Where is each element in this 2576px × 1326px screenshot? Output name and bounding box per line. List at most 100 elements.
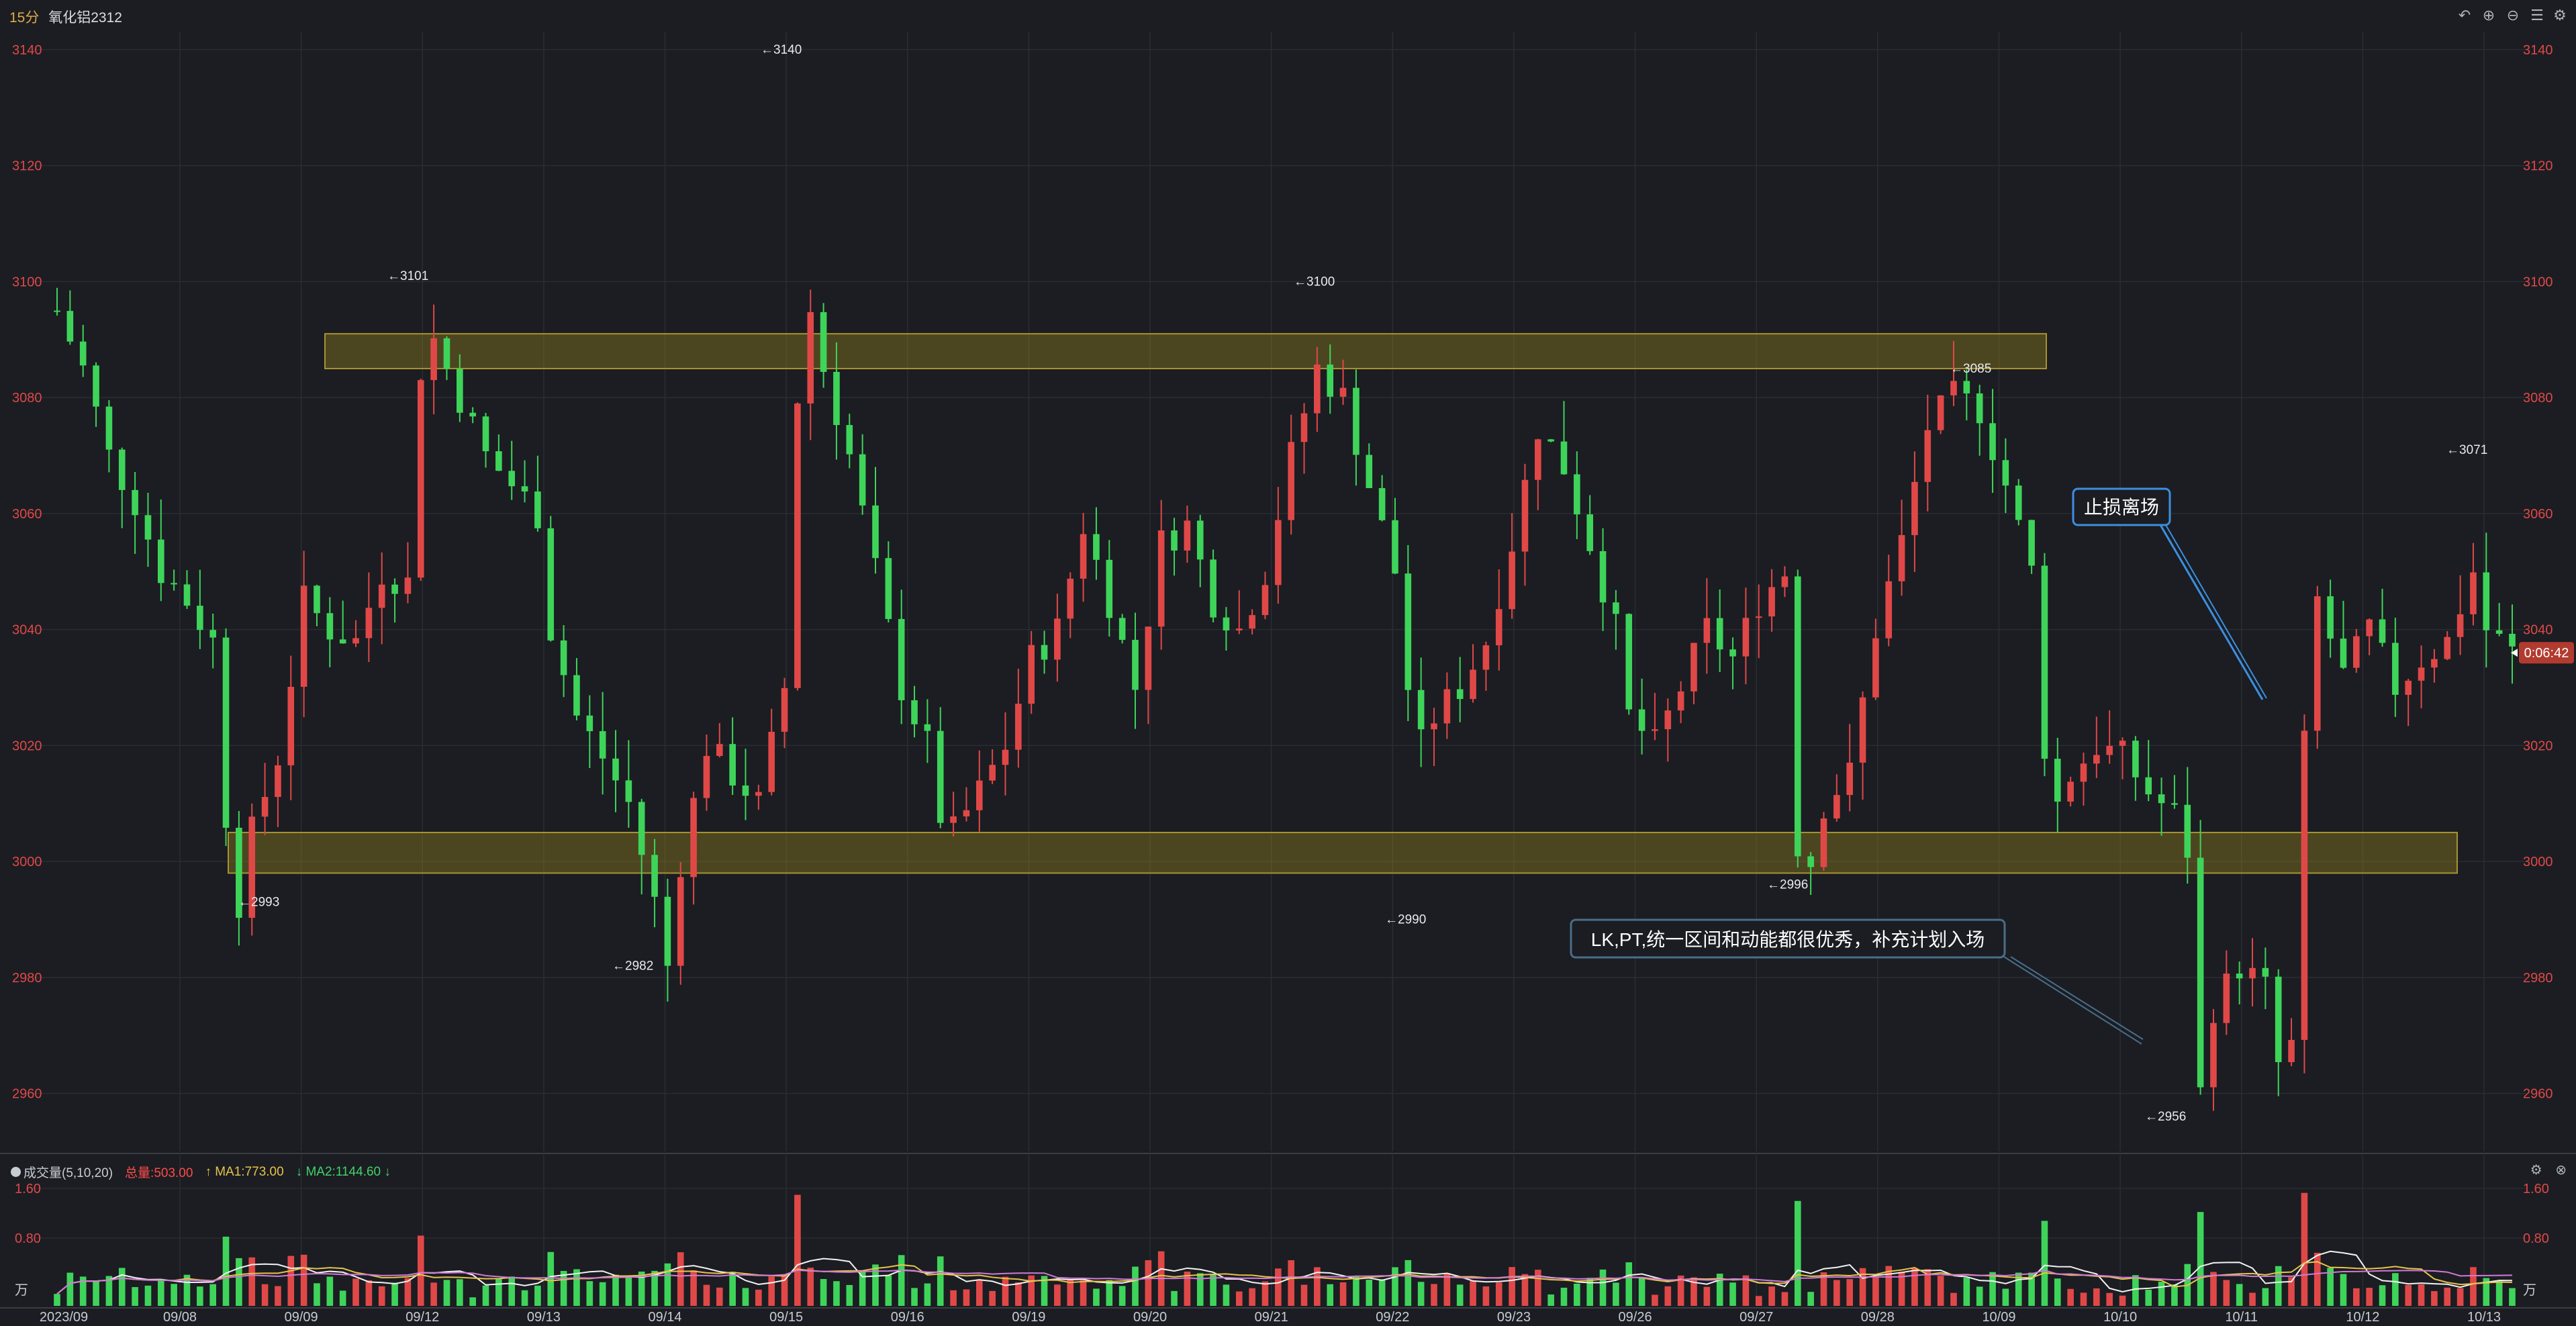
- candle-body: [2171, 803, 2178, 805]
- volume-bar: [314, 1283, 320, 1306]
- volume-bar: [171, 1284, 177, 1306]
- gear-icon[interactable]: ⚙: [2553, 7, 2567, 23]
- candle: [404, 542, 412, 604]
- candle: [989, 749, 996, 784]
- volume-bar: [2470, 1267, 2477, 1306]
- volume-tick-label-right: 1.60: [2523, 1182, 2549, 1196]
- volume-bar: [1781, 1292, 1788, 1306]
- candle-body: [1534, 439, 1541, 480]
- volume-bar: [2028, 1272, 2035, 1306]
- volume-bar: [2418, 1284, 2425, 1306]
- volume-title-wrap[interactable]: 成交量(5,10,20): [11, 1163, 113, 1181]
- candle: [547, 516, 555, 642]
- candle: [2313, 585, 2321, 749]
- zoom-in-icon[interactable]: ⊕: [2482, 7, 2495, 23]
- volume-bar: [1288, 1260, 1294, 1306]
- volume-bar: [1067, 1280, 1074, 1306]
- volume-bar: [2171, 1284, 2178, 1306]
- candle-body: [1677, 691, 1684, 711]
- candle-body: [1080, 534, 1087, 579]
- candle: [1989, 389, 1996, 493]
- candle-body: [1106, 559, 1113, 618]
- volume-bar: [1690, 1277, 1697, 1306]
- candle: [1249, 609, 1255, 635]
- collapse-icon[interactable]: [11, 1167, 21, 1177]
- volume-bar: [326, 1276, 334, 1306]
- volume-bar: [1366, 1280, 1373, 1306]
- candle: [197, 569, 203, 649]
- candle: [794, 402, 801, 691]
- candle: [664, 878, 671, 1002]
- volume-bar: [261, 1284, 269, 1306]
- candle: [781, 677, 788, 749]
- candle-body: [1235, 628, 1243, 631]
- panel-settings-icon[interactable]: ⚙: [2530, 1163, 2542, 1178]
- volume-bar: [508, 1276, 516, 1306]
- candle-body: [1521, 479, 1529, 552]
- zoom-out-icon[interactable]: ⊖: [2506, 7, 2520, 23]
- candle: [833, 342, 840, 460]
- volume-bar: [1625, 1262, 1633, 1306]
- candle: [1638, 678, 1645, 755]
- candle: [1950, 340, 1957, 406]
- volume-bar: [1638, 1277, 1645, 1306]
- support-zone: [228, 831, 2458, 874]
- panel-close-icon[interactable]: ⊗: [2555, 1163, 2567, 1178]
- candle: [1118, 614, 1126, 644]
- candle-body: [2456, 614, 2464, 637]
- candle-body: [1509, 551, 1515, 610]
- candle: [729, 717, 736, 796]
- volume-bar: [599, 1282, 606, 1306]
- volume-bar: [1470, 1281, 1476, 1306]
- candle-body: [1989, 423, 1996, 461]
- candle-body: [716, 744, 723, 756]
- price-tick-label-right: 3120: [2523, 159, 2553, 174]
- candle: [118, 447, 126, 528]
- candle: [132, 471, 138, 555]
- callout-pointer: [2165, 524, 2267, 699]
- candle: [2340, 600, 2347, 669]
- candle-body: [1625, 614, 1633, 710]
- price-annotations: ←3140 ←3101 ←3100 ←3085 ←3071 ←2993 ←2982 ←2990…: [238, 43, 2487, 1124]
- candle: [2093, 716, 2100, 778]
- symbol-label: 氧化铝2312: [48, 10, 122, 26]
- volume-tick-label-right: 万: [2523, 1283, 2536, 1298]
- candle-body: [54, 310, 60, 312]
- candle-body: [2041, 565, 2048, 759]
- settings-icon[interactable]: ☰: [2530, 7, 2544, 23]
- resistance-zone: [324, 333, 2047, 369]
- volume-bar: [2313, 1252, 2321, 1306]
- candle-body: [2275, 976, 2282, 1062]
- candle-body: [352, 638, 359, 644]
- candle-body: [1015, 704, 1022, 750]
- date-tick-label: 09/09: [285, 1310, 318, 1325]
- candle: [755, 784, 762, 810]
- period-label[interactable]: 15分: [9, 10, 40, 26]
- candle-body: [547, 528, 555, 641]
- volume-ma2: ↓ MA2:1144.60 ↓: [295, 1164, 391, 1179]
- price-annotation: ←3100: [1294, 275, 1335, 289]
- candle-body: [2106, 745, 2113, 755]
- candle-body: [1067, 578, 1074, 619]
- candle: [599, 692, 606, 795]
- candle: [768, 708, 775, 796]
- candle: [1574, 451, 1580, 540]
- candle: [1404, 544, 1412, 722]
- volume-bar: [1950, 1292, 1957, 1306]
- candle: [1677, 681, 1684, 724]
- candle: [275, 755, 281, 827]
- undo-icon[interactable]: ↶: [2458, 7, 2471, 23]
- candle-body: [171, 583, 177, 585]
- price-tick-label-left: 3080: [12, 391, 42, 406]
- candle: [1560, 401, 1568, 475]
- candle-body: [1443, 689, 1451, 724]
- date-tick-label: 09/15: [769, 1310, 803, 1325]
- candle-body: [1586, 514, 1594, 551]
- candle-body: [1054, 618, 1061, 660]
- volume-bar: [2041, 1221, 2048, 1306]
- candle-body: [118, 449, 126, 490]
- volume-bar: [2054, 1278, 2061, 1306]
- price-annotation: ←2993: [238, 896, 279, 910]
- date-tick-label: 10/13: [2467, 1310, 2501, 1325]
